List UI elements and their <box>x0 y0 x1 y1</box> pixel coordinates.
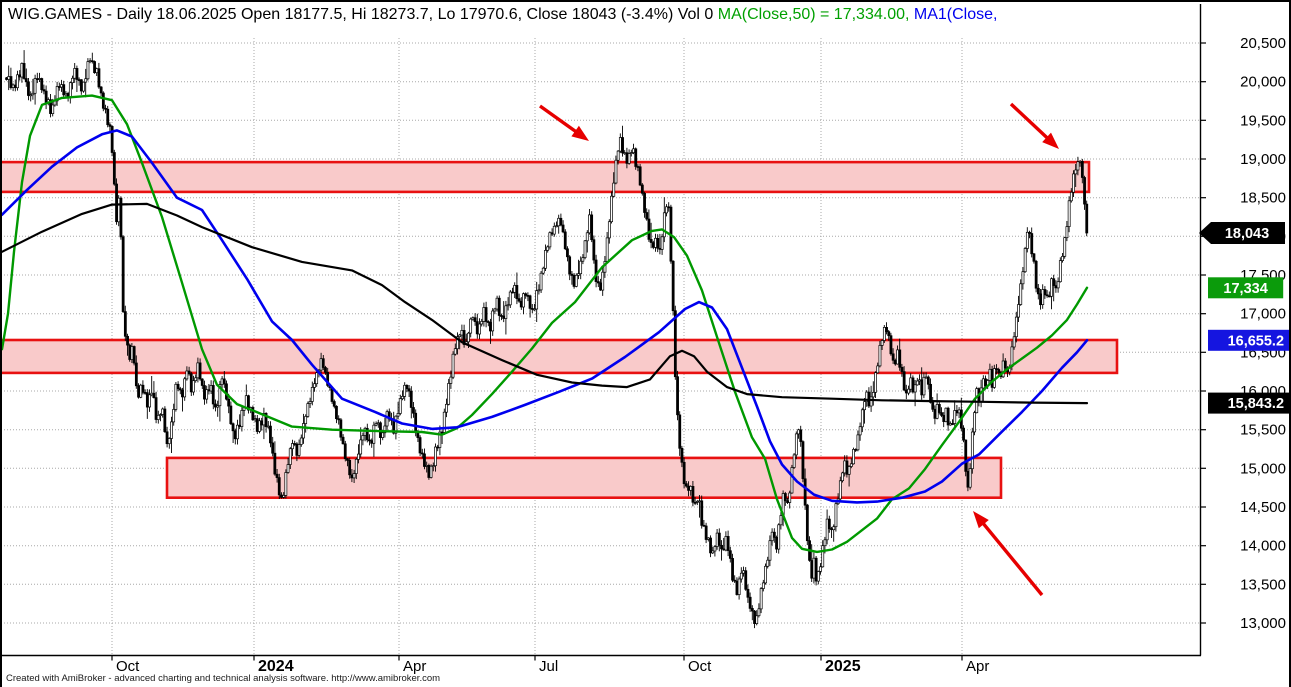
chart-title: WIG.GAMES - Daily 18.06.2025 Open 18177.… <box>8 6 997 24</box>
y-axis-label: 17,000 <box>1240 306 1286 323</box>
arrow-jun-2025-top-head <box>1042 132 1059 149</box>
ma-long-line <box>2 202 1089 405</box>
title-ma50-label: MA(Close,50) = 17,334.00, <box>717 6 910 23</box>
ma50-line <box>2 94 1089 554</box>
ma1-line <box>2 129 1089 504</box>
y-axis-label: 18,500 <box>1240 190 1286 207</box>
y-axis-label: 13,000 <box>1240 615 1286 632</box>
indicator-price-tag-text: 15,843.2 <box>1228 396 1284 412</box>
support-zone-lower <box>165 456 1003 499</box>
y-axis-label: 15,500 <box>1240 422 1286 439</box>
last-price-tag-text: 18,043 <box>1225 226 1269 242</box>
y-axis-label: 14,500 <box>1240 499 1286 516</box>
indicator-price-tag <box>1208 329 1289 351</box>
x-axis-label: Apr <box>966 658 989 675</box>
arrow-aug-2024-top <box>539 104 578 134</box>
x-axis-label: 2025 <box>825 658 861 675</box>
x-axis-label: 2024 <box>258 658 294 675</box>
x-axis-label: Jul <box>539 658 558 675</box>
zones-layer[interactable] <box>2 160 1119 499</box>
last-price-tag <box>1199 222 1285 244</box>
y-axis-label: 13,500 <box>1240 576 1286 593</box>
indicator-price-tag-text: 16,655.2 <box>1228 333 1284 349</box>
x-axis-label: Oct <box>688 658 712 675</box>
indicator-price-tag-text: 17,334 <box>1223 281 1267 297</box>
arrow-jun-2025-top <box>1009 102 1050 140</box>
arrow-apr-2025-low <box>981 521 1044 597</box>
support-zone-middle <box>2 338 1119 375</box>
price-tags: 18,043 17,334 16,655.2 15,843.2 <box>1199 222 1289 414</box>
resistance-zone-upper <box>2 160 1091 194</box>
indicator-price-tag <box>1208 277 1284 299</box>
indicator-price-tag <box>1208 392 1289 414</box>
y-axis-label: 14,000 <box>1240 538 1286 555</box>
x-axis-label: Oct <box>116 658 140 675</box>
y-axis-label: 15,000 <box>1240 460 1286 477</box>
y-axis-label: 20,500 <box>1240 35 1286 52</box>
x-axis-label: Apr <box>403 658 426 675</box>
title-ohlc-text: WIG.GAMES - Daily 18.06.2025 Open 18177.… <box>8 6 718 23</box>
axes-frame <box>2 4 1206 661</box>
y-axis-label: 20,000 <box>1240 74 1286 91</box>
x-axis-labels: Oct 2024 Apr Jul Oct 2025 Apr <box>116 658 989 675</box>
annotation-arrows[interactable] <box>539 102 1059 597</box>
y-axis-label: 19,000 <box>1240 151 1286 168</box>
arrow-apr-2025-low-head <box>973 511 989 529</box>
amibroker-credit-text: Created with AmiBroker - advanced charti… <box>6 673 441 684</box>
arrow-aug-2024-top-head <box>571 125 589 141</box>
moving-average-lines <box>2 94 1089 554</box>
y-axis-label: 19,500 <box>1240 112 1286 129</box>
title-ma1-label: MA1(Close, <box>909 6 998 23</box>
